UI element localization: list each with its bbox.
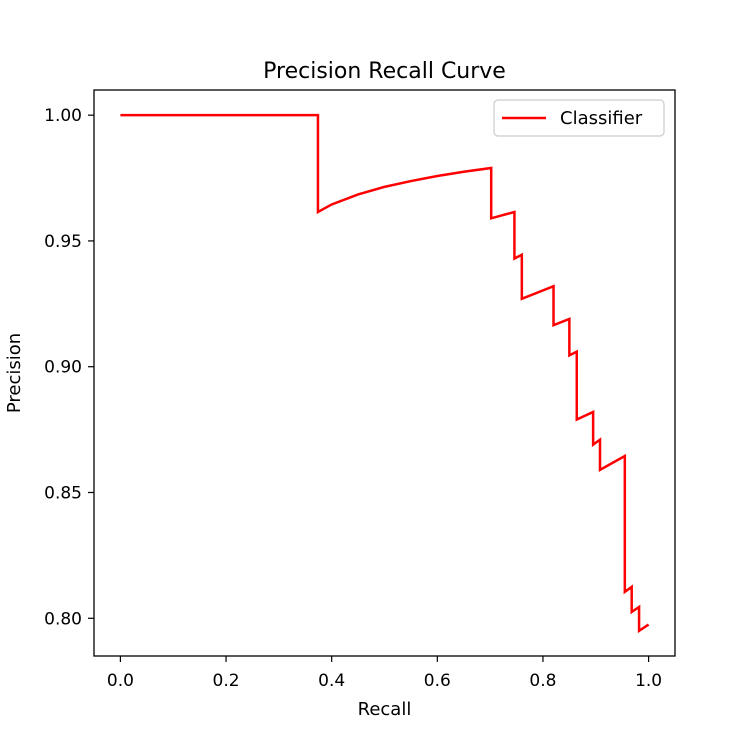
y-axis-label: Precision — [4, 333, 25, 413]
y-axis: 0.80 0.85 0.90 0.95 1.00 — [44, 106, 94, 629]
legend-label-classifier: Classifier — [560, 108, 643, 129]
y-tick-label: 0.90 — [44, 358, 82, 378]
x-axis-label: Recall — [358, 699, 412, 720]
x-tick-label: 1.0 — [635, 671, 662, 691]
x-tick-label: 0.0 — [107, 671, 134, 691]
x-tick-label: 0.2 — [213, 671, 240, 691]
x-tick-label: 0.6 — [424, 671, 451, 691]
x-tick-label: 0.8 — [529, 671, 556, 691]
y-tick-label: 1.00 — [44, 106, 82, 126]
legend: Classifier — [493, 99, 665, 137]
chart-title: Precision Recall Curve — [263, 59, 506, 84]
legend-box — [493, 99, 665, 137]
series-line-classifier — [120, 113, 650, 634]
x-axis: 0.0 0.2 0.4 0.6 0.8 1.0 — [107, 656, 662, 691]
plot-frame — [93, 89, 676, 657]
y-tick-label: 0.85 — [44, 483, 82, 503]
plot-layer — [120, 113, 650, 634]
y-tick-label: 0.95 — [44, 232, 82, 252]
x-tick-label: 0.4 — [318, 671, 345, 691]
y-tick-label: 0.80 — [44, 609, 82, 629]
